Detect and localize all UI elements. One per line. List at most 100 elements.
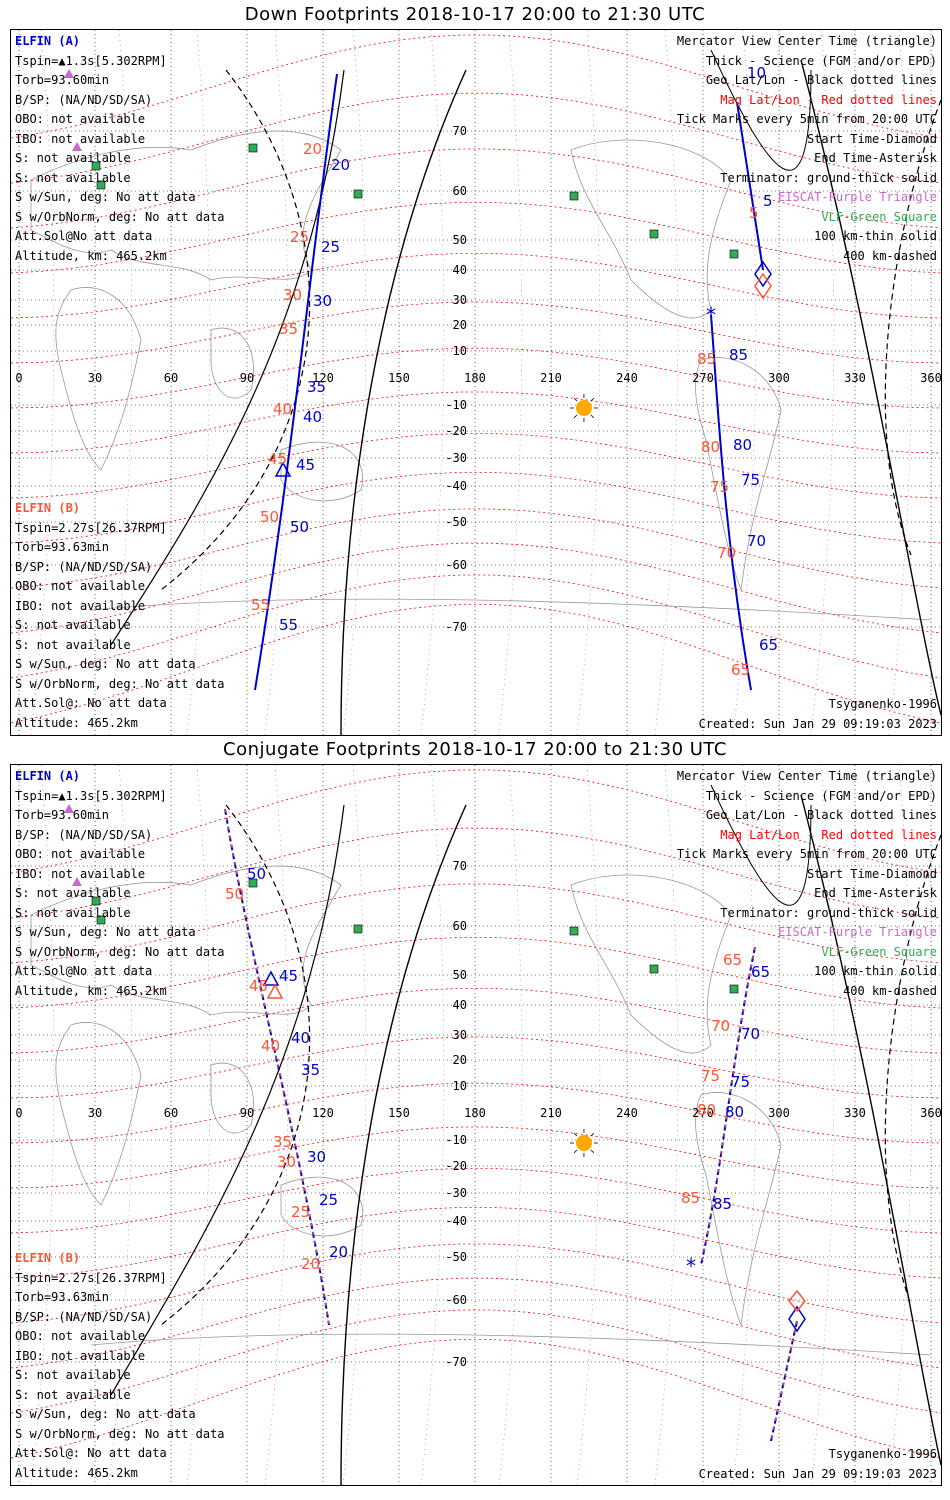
lon-tick-label: 60 bbox=[164, 371, 178, 385]
lat-tick-label: -20 bbox=[445, 1159, 467, 1173]
track-time-label: 50 bbox=[247, 865, 266, 883]
lat-tick-label: -30 bbox=[445, 451, 467, 465]
info-line: Att.Sol@No att data bbox=[15, 229, 153, 243]
lon-tick-label: 210 bbox=[540, 371, 562, 385]
info-line: Tspin=▲1.3s[5.302RPM] bbox=[15, 53, 167, 68]
info-line: B/SP: (NA/ND/SD/SA) bbox=[15, 827, 153, 842]
lat-tick-label: -10 bbox=[445, 398, 467, 412]
eiscat-marker bbox=[72, 877, 82, 886]
info-line: End Time-Asterisk bbox=[814, 886, 937, 900]
track-time-label: 70 bbox=[711, 1017, 730, 1035]
lon-tick-label: 330 bbox=[844, 371, 866, 385]
lon-tick-label: 0 bbox=[15, 371, 22, 385]
info-line: S: not available bbox=[15, 1368, 131, 1382]
track-time-label: 70 bbox=[741, 1025, 760, 1043]
track-time-label: 50 bbox=[260, 508, 279, 526]
lon-tick-label: 330 bbox=[844, 1106, 866, 1120]
info-line: Geo Lat/Lon - Black dotted lines bbox=[705, 808, 937, 822]
vlf-station-marker bbox=[91, 161, 101, 171]
track-time-label: 30 bbox=[307, 1148, 326, 1166]
eiscat-marker bbox=[72, 142, 82, 151]
lon-tick-label: 300 bbox=[768, 1106, 790, 1120]
info-line: Att.Sol@: No att data bbox=[15, 696, 167, 710]
start-diamond-b bbox=[788, 1289, 806, 1313]
vlf-station-marker bbox=[729, 249, 739, 259]
track-time-label: 20 bbox=[329, 1243, 348, 1261]
track-time-label: 80 bbox=[725, 1103, 744, 1121]
map-panel-down: 0 30 60 90 120 150 180 210 240 270 300 330 360 70 60 50… bbox=[10, 29, 942, 736]
legend: Mercator View Center Time (triangle) Thic… bbox=[677, 767, 937, 1001]
start-diamond bbox=[788, 1305, 806, 1333]
track-time-label: 50 bbox=[290, 518, 309, 536]
lon-tick-label: 150 bbox=[388, 1106, 410, 1120]
info-line: IBO: not available bbox=[15, 131, 146, 146]
info-line: S w/OrbNorm, deg: No att data bbox=[15, 1426, 225, 1441]
track-time-label: 30 bbox=[313, 292, 332, 310]
lat-tick-label: 60 bbox=[453, 919, 467, 933]
track-time-label: 40 bbox=[273, 400, 292, 418]
track-time-label: 50 bbox=[225, 885, 244, 903]
lat-tick-label: 50 bbox=[453, 233, 467, 247]
vlf-station-marker bbox=[353, 924, 363, 934]
info-line: OBO: not available bbox=[15, 112, 146, 126]
lat-tick-label: 60 bbox=[453, 184, 467, 198]
vlf-station-marker bbox=[649, 964, 659, 974]
footer-credit: Tsyganenko-1996 Created: Sun Jan 29 09:19… bbox=[699, 1445, 937, 1484]
info-line: End Time-Asterisk bbox=[814, 151, 937, 165]
elfin-b-track-west bbox=[224, 808, 330, 1326]
info-line: B/SP: (NA/ND/SD/SA) bbox=[15, 559, 153, 574]
elfin-a-track-east bbox=[736, 101, 764, 271]
track-time-label: 45 bbox=[279, 967, 298, 985]
info-line: Geo Lat/Lon - Black dotted lines bbox=[705, 73, 937, 87]
info-line: VLF-Green Square bbox=[821, 209, 937, 224]
info-line: S: not available bbox=[15, 637, 131, 652]
info-line: S: not available bbox=[15, 905, 131, 920]
info-line: Att.Sol@No att data bbox=[15, 964, 153, 978]
info-line: S w/Sun, deg: No att data bbox=[15, 1407, 196, 1421]
eiscat-marker bbox=[64, 69, 74, 78]
track-time-label: 70 bbox=[717, 544, 736, 562]
info-line: OBO: not available bbox=[15, 1329, 146, 1343]
lat-tick-label: 70 bbox=[453, 859, 467, 873]
track-time-label: 20 bbox=[331, 156, 350, 174]
lat-tick-label: -10 bbox=[445, 1133, 467, 1147]
info-line: Tspin=▲1.3s[5.302RPM] bbox=[15, 788, 167, 803]
elfin-a-info: ELFIN (A) Tspin=▲1.3s[5.302RPM] Torb=93.60… bbox=[15, 767, 225, 1001]
lat-tick-label: 20 bbox=[453, 318, 467, 332]
lon-tick-label: 180 bbox=[464, 1106, 486, 1120]
sun-icon bbox=[569, 1129, 598, 1157]
center-time-triangle bbox=[274, 461, 292, 477]
lon-tick-label: 90 bbox=[240, 371, 254, 385]
info-line: 400 km-dashed bbox=[843, 248, 937, 263]
track-time-label: 35 bbox=[279, 320, 298, 338]
lon-tick-label: 30 bbox=[88, 1106, 102, 1120]
info-line: Att.Sol@: No att data bbox=[15, 1446, 167, 1460]
info-line: IBO: not available bbox=[15, 598, 146, 613]
info-line: S: not available bbox=[15, 170, 131, 185]
lat-tick-label: 70 bbox=[453, 124, 467, 138]
info-line: S: not available bbox=[15, 618, 131, 632]
track-time-label: 75 bbox=[731, 1073, 750, 1091]
track-time-label: 80 bbox=[701, 438, 720, 456]
track-time-label: 85 bbox=[697, 350, 716, 368]
lon-tick-label: 60 bbox=[164, 1106, 178, 1120]
track-time-label: 10 bbox=[747, 64, 766, 82]
info-line: S w/Sun, deg: No att data bbox=[15, 925, 196, 939]
panel-title-conjugate: Conjugate Footprints 2018-10-17 20:00 to… bbox=[223, 739, 727, 760]
map-canvas-conjugate: 0 30 60 90 120 150 180 210 240 270 300 330 360 70 60 50… bbox=[11, 765, 941, 1485]
track-time-label: 30 bbox=[283, 286, 302, 304]
track-time-label: 55 bbox=[279, 616, 298, 634]
start-diamond-b bbox=[754, 272, 772, 300]
lon-tick-label: 90 bbox=[240, 1106, 254, 1120]
lat-tick-label: -70 bbox=[445, 620, 467, 634]
vlf-station-marker bbox=[729, 984, 739, 994]
elfin-b-track-east bbox=[700, 946, 756, 1266]
eiscat-marker bbox=[64, 804, 74, 813]
lon-tick-label: 360 bbox=[920, 1106, 941, 1120]
lon-tick-label: 150 bbox=[388, 371, 410, 385]
lon-tick-label: 240 bbox=[616, 371, 638, 385]
info-line: S: not available bbox=[15, 1387, 131, 1402]
lat-tick-label: -20 bbox=[445, 424, 467, 438]
vlf-station-marker bbox=[353, 189, 363, 199]
elfin-b-info: ELFIN (B) Tspin=2.27s[26.37RPM] Torb=93.63… bbox=[15, 499, 225, 733]
